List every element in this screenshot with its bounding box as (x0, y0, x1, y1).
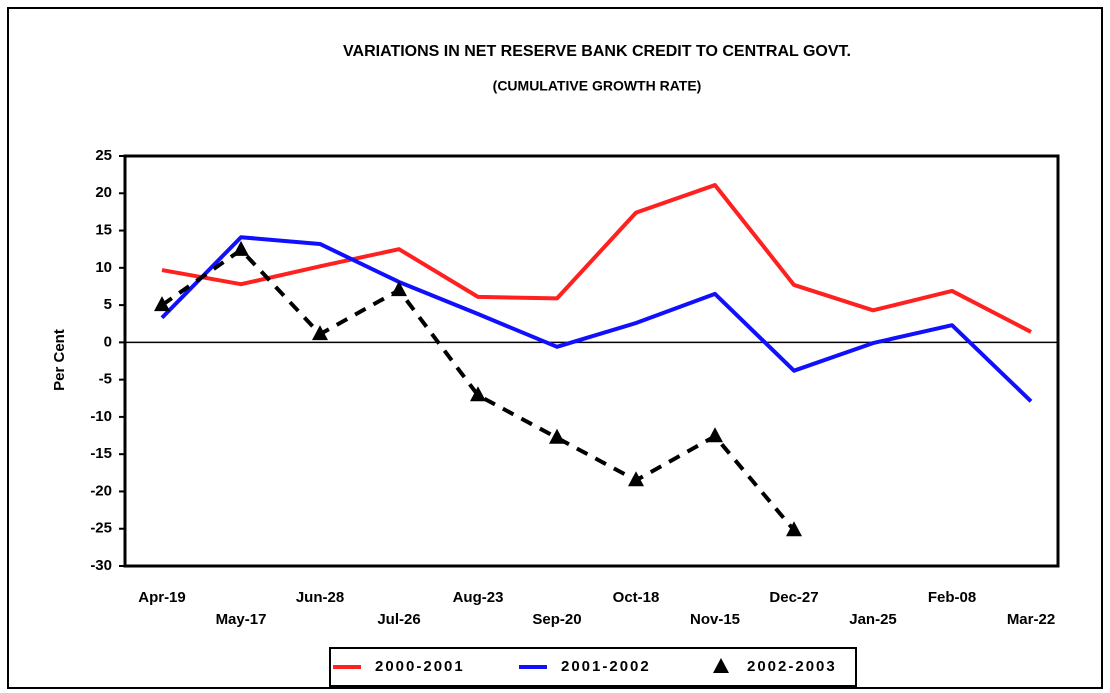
legend-box (329, 647, 857, 687)
y-tick-label: 5 (104, 296, 112, 313)
y-axis-label: Per Cent (51, 329, 68, 391)
x-tick-label: Aug-23 (453, 589, 504, 606)
x-tick-label: Oct-18 (613, 589, 660, 606)
legend-label: 2002-2003 (747, 658, 837, 675)
x-tick-label: Jul-26 (377, 611, 420, 628)
chart-subtitle: (CUMULATIVE GROWTH RATE) (493, 78, 702, 94)
x-tick-label: Mar-22 (1007, 611, 1055, 628)
data-point (233, 240, 249, 256)
data-point (312, 325, 328, 341)
series-line (160, 235, 1033, 403)
data-point (391, 281, 407, 297)
y-tick-label: 25 (95, 147, 112, 164)
legend-label: 2000-2001 (375, 658, 465, 675)
x-tick-label: Dec-27 (769, 589, 818, 606)
x-tick-label: May-17 (216, 611, 267, 628)
y-tick-label: -20 (90, 482, 112, 499)
x-tick-label: Apr-19 (138, 589, 186, 606)
plot-frame (123, 154, 1060, 568)
series-line (160, 247, 796, 532)
y-tick-label: -10 (90, 408, 112, 425)
data-point (549, 428, 565, 444)
y-tick-label: 15 (95, 222, 112, 239)
legend-marker (713, 658, 729, 673)
data-point (707, 427, 723, 443)
y-tick-label: 20 (95, 184, 112, 201)
y-tick-label: -25 (90, 520, 112, 537)
y-tick-label: -30 (90, 557, 112, 574)
x-tick-label: Jan-25 (849, 611, 897, 628)
legend-label: 2001-2002 (561, 658, 651, 675)
data-point (628, 471, 644, 487)
x-tick-label: Feb-08 (928, 589, 976, 606)
y-tick-label: -15 (90, 445, 112, 462)
y-tick-label: 10 (95, 259, 112, 276)
x-tick-label: Jun-28 (296, 589, 344, 606)
series-line (161, 183, 1032, 334)
data-point (786, 521, 802, 537)
data-point (470, 386, 486, 402)
x-tick-label: Sep-20 (532, 611, 581, 628)
y-tick-label: -5 (99, 371, 112, 388)
data-point (154, 296, 170, 312)
x-tick-label: Nov-15 (690, 611, 740, 628)
y-tick-label: 0 (104, 333, 112, 350)
chart-title: VARIATIONS IN NET RESERVE BANK CREDIT TO… (343, 43, 851, 60)
